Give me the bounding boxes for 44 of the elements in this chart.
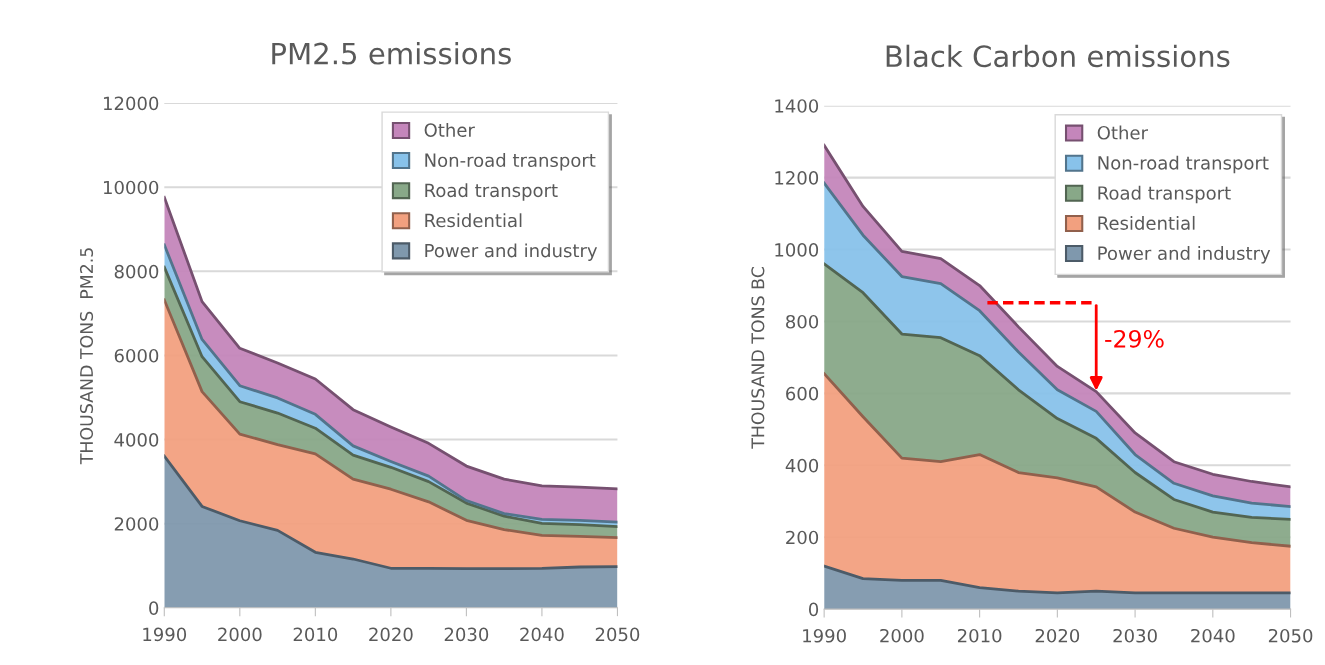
x-tick-label: 2040	[520, 627, 564, 642]
x-tick-label: 2010	[293, 627, 338, 642]
y-tick-label: 800	[786, 314, 819, 329]
y-tick-label: 6000	[114, 348, 159, 363]
y-tick-label: 1000	[775, 243, 819, 257]
y-tick-label: 1200	[775, 171, 819, 185]
legend-label: Power and industry	[1098, 246, 1271, 264]
x-tick-label: 1990	[143, 627, 187, 642]
annotation: -29%	[1105, 329, 1164, 348]
y-axis-title: THOUSAND TONS BC	[751, 267, 765, 449]
x-tick-label: 2030	[444, 627, 489, 642]
x-tick-label: 2030	[1113, 628, 1157, 643]
x-tick-label: 2010	[957, 628, 1002, 643]
y-tick-label: 400	[785, 458, 819, 473]
legend-label: Non-road transport	[425, 153, 596, 171]
x-tick-label: 2000	[880, 628, 924, 643]
y-axis-title: THOUSAND TONS PM2.5	[79, 248, 94, 465]
y-tick-label: 0	[149, 601, 159, 615]
x-tick-label: 2000	[218, 627, 262, 642]
legend-label: Power and industry	[425, 243, 598, 261]
legend-label: Road transport	[425, 183, 558, 201]
y-tick-label: 4000	[114, 433, 159, 447]
legend-label: Residential	[425, 213, 522, 228]
y-tick-label: 8000	[114, 264, 159, 279]
x-tick-label: 2020	[1035, 628, 1080, 643]
legend-label: Other	[1097, 125, 1148, 140]
y-tick-label: 1400	[775, 99, 819, 113]
chart-title: PM2.5 emissions	[272, 42, 511, 65]
y-tick-label: 600	[786, 386, 819, 401]
y-tick-label: 0	[808, 602, 819, 617]
legend-label: Non-road transport	[1098, 155, 1269, 174]
y-tick-label: 10000	[103, 180, 159, 195]
x-tick-label: 1990	[803, 628, 846, 643]
y-tick-label: 200	[786, 530, 819, 545]
x-tick-label: 2050	[1268, 628, 1313, 643]
x-tick-label: 2050	[595, 627, 640, 642]
legend-label: Residential	[1098, 215, 1195, 230]
x-tick-label: 2020	[369, 627, 413, 642]
y-tick-label: 12000	[103, 96, 159, 111]
legend-label: Road transport	[1098, 185, 1231, 204]
legend-label: Other	[424, 122, 475, 137]
chart-title: Black Carbon emissions	[886, 44, 1230, 68]
x-tick-label: 2040	[1191, 628, 1235, 643]
y-tick-label: 2000	[114, 517, 159, 531]
